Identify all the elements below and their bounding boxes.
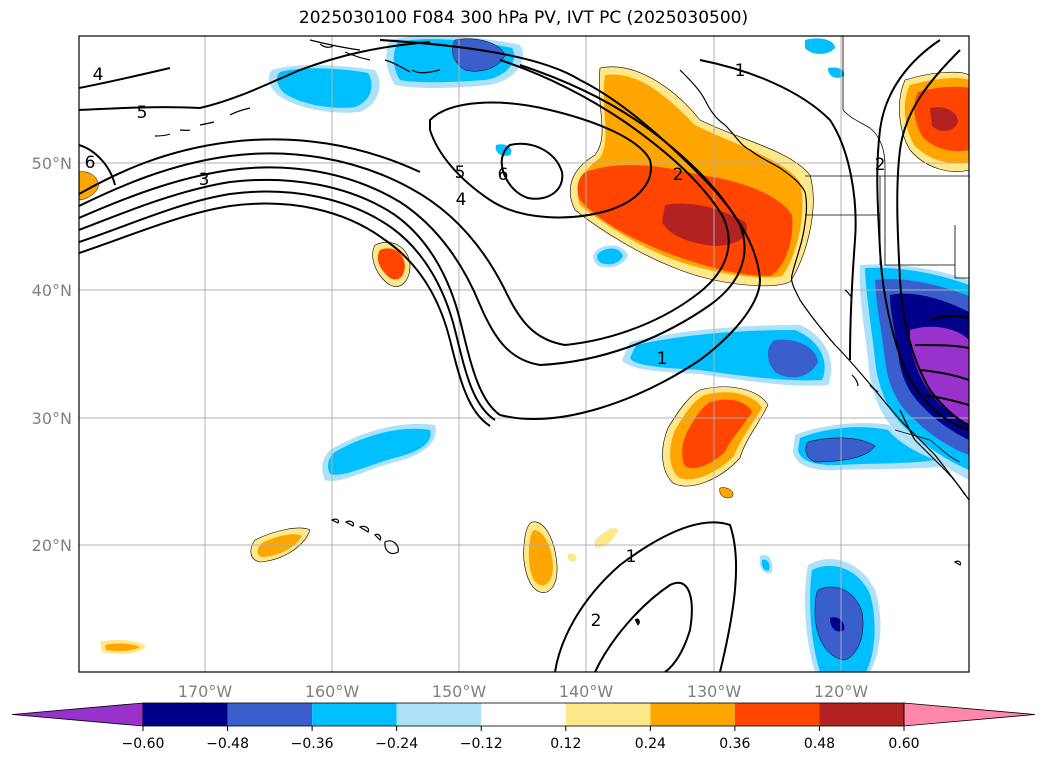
contour-label: 4 xyxy=(456,190,467,210)
colorbar-cell xyxy=(819,703,904,726)
map-title: 2025030100 F084 300 hPa PV, IVT PC (2025… xyxy=(298,8,749,28)
contour-label: 2 xyxy=(591,611,602,631)
lon-label: 130°W xyxy=(687,682,742,701)
colorbar-outline xyxy=(142,702,905,727)
coastlines xyxy=(154,39,969,566)
colorbar-extend-min xyxy=(11,702,144,727)
contour-label: 3 xyxy=(199,170,210,190)
colorbar-tick-label: 0.12 xyxy=(550,736,581,752)
contour-label: 1 xyxy=(735,61,746,81)
lon-label: 170°W xyxy=(178,682,233,701)
lon-label: 150°W xyxy=(432,682,487,701)
colorbar-tick-label: −0.12 xyxy=(460,736,503,752)
colorbar-tick-label: 0.24 xyxy=(635,736,666,752)
contour-label: 4 xyxy=(93,65,104,85)
latitude-labels: 50°N 40°N 30°N 20°N xyxy=(32,154,72,555)
contour-label: 5 xyxy=(137,103,148,123)
contour-label: 1 xyxy=(626,547,637,567)
contour-labels: 1 2 3 4 5 6 1 2 1 2 5 6 4 xyxy=(85,61,886,631)
colorbar-cell xyxy=(312,703,397,726)
lat-label: 30°N xyxy=(32,409,72,428)
colorbar-cell xyxy=(650,703,735,726)
map-border xyxy=(78,35,970,673)
colorbar-tick-label: −0.60 xyxy=(122,736,165,752)
lon-label: 120°W xyxy=(814,682,869,701)
ivt-shading xyxy=(79,36,969,672)
lat-label: 20°N xyxy=(32,536,72,555)
colorbar-cell xyxy=(481,703,566,726)
colorbar-cell xyxy=(734,703,820,726)
colorbar-cell xyxy=(227,703,313,726)
colorbar-tick-label: 0.48 xyxy=(804,736,835,752)
colorbar-tick-label: −0.48 xyxy=(206,736,249,752)
colorbar-tick-label: 0.60 xyxy=(888,736,919,752)
colorbar-tick-label: 0.36 xyxy=(719,736,750,752)
contour-label: 2 xyxy=(673,165,684,185)
pv-contours xyxy=(79,39,969,672)
colorbar-tick-label: −0.36 xyxy=(291,736,334,752)
colorbar-cell xyxy=(143,703,228,726)
colorbar: −0.60 −0.48 −0.36 −0.24 −0.12 0.12 0.24 0.36 0.4… xyxy=(11,702,1036,752)
contour-label: 6 xyxy=(498,165,509,185)
colorbar-tick-label: −0.24 xyxy=(375,736,418,752)
lat-label: 50°N xyxy=(32,154,72,173)
contour-label: 2 xyxy=(875,155,886,175)
longitude-labels: 170°W 160°W 150°W 140°W 130°W 120°W xyxy=(178,682,869,701)
contour-label: 5 xyxy=(455,163,466,183)
lon-label: 160°W xyxy=(305,682,360,701)
colorbar-cell xyxy=(396,703,482,726)
colorbar-extend-max xyxy=(903,702,1036,727)
contour-label: 1 xyxy=(657,349,668,369)
lon-label: 140°W xyxy=(559,682,614,701)
contour-label: 6 xyxy=(85,153,96,173)
lat-label: 40°N xyxy=(32,281,72,300)
colorbar-cell xyxy=(565,703,651,726)
